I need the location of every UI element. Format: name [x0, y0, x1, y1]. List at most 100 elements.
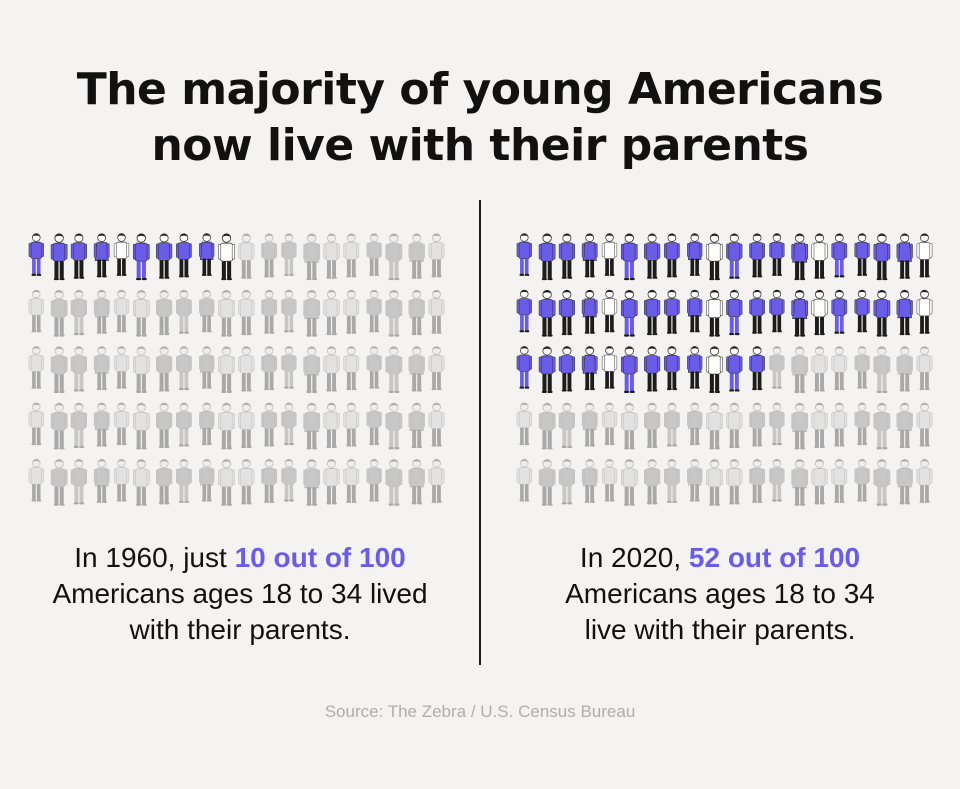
person-icon-highlighted [620, 346, 638, 393]
person-icon-highlighted [538, 289, 556, 337]
person-icon-highlighted [516, 346, 532, 389]
person-icon [199, 289, 215, 333]
person-icon [156, 289, 173, 336]
source-note: Source: The Zebra / U.S. Census Bureau [324, 702, 636, 721]
person-icon-highlighted [726, 233, 743, 279]
person-icon [261, 289, 277, 334]
person-icon [811, 458, 828, 505]
person-icon-highlighted [916, 233, 933, 278]
person-icon [408, 289, 425, 336]
person-icon [854, 458, 870, 502]
person-icon [261, 233, 277, 278]
person-icon [113, 402, 130, 446]
person-icon [366, 233, 382, 276]
person-icon [176, 402, 192, 447]
caption-2020-line-2: Americans ages 18 to 34 [565, 578, 875, 609]
person-icon [706, 459, 723, 506]
person-icon [896, 458, 913, 505]
person-icon-highlighted [601, 233, 618, 276]
person-icon [896, 402, 913, 448]
person-icon-highlighted [916, 289, 933, 334]
person-icon-highlighted [769, 289, 785, 333]
person-icon [811, 402, 828, 448]
person-icon-highlighted [831, 289, 848, 334]
person-icon [366, 346, 382, 389]
person-icon [791, 402, 809, 450]
person-icon [93, 458, 110, 503]
vertical-divider [479, 200, 481, 665]
person-icon [281, 458, 297, 502]
person-icon [791, 459, 809, 506]
person-icon [749, 402, 765, 447]
person-icon [896, 346, 913, 392]
person-icon-highlighted [558, 346, 575, 392]
person-icon [303, 402, 321, 450]
person-icon [261, 346, 277, 391]
person-icon-highlighted [581, 233, 598, 278]
person-icon [238, 458, 255, 505]
person-icon [28, 289, 44, 333]
person-icon-highlighted [769, 233, 785, 276]
person-icon [199, 402, 215, 446]
person-icon [385, 233, 403, 281]
person-icon [428, 233, 445, 278]
person-icon [769, 458, 785, 502]
people-grid-2020 [516, 233, 933, 506]
person-icon [385, 289, 403, 337]
person-icon-highlighted [601, 346, 618, 389]
person-icon [831, 402, 848, 447]
person-icon [176, 289, 192, 334]
person-icon [916, 458, 933, 503]
person-icon [366, 289, 382, 333]
person-icon-highlighted [132, 233, 150, 281]
person-icon [281, 346, 297, 389]
person-icon [238, 233, 255, 279]
person-icon [238, 402, 255, 448]
person-icon-highlighted [218, 233, 235, 281]
person-icon-highlighted [831, 233, 848, 278]
person-icon [113, 458, 130, 502]
page-title: The majority of young Americans now live… [0, 62, 960, 174]
person-icon-highlighted [706, 346, 723, 393]
person-icon [238, 289, 255, 336]
person-icon-highlighted [687, 289, 703, 333]
person-icon-highlighted [687, 346, 703, 389]
person-icon [238, 346, 255, 392]
person-icon [323, 346, 340, 392]
person-icon [873, 459, 891, 506]
person-icon-highlighted [558, 233, 575, 279]
person-icon-highlighted [791, 233, 809, 281]
caption-2020-line-3: live with their parents. [584, 614, 856, 645]
person-icon [28, 402, 44, 446]
person-icon-highlighted [620, 289, 638, 337]
person-icon-highlighted [854, 289, 870, 333]
person-icon [281, 289, 297, 333]
person-icon [343, 289, 360, 334]
person-icon [408, 346, 425, 392]
person-icon [176, 346, 192, 391]
person-icon [620, 402, 638, 450]
person-icon [113, 289, 130, 333]
person-icon [156, 346, 173, 392]
person-icon-highlighted [620, 233, 638, 281]
person-icon [93, 402, 110, 447]
person-icon-highlighted [749, 233, 765, 278]
person-icon [218, 289, 235, 337]
person-icon [538, 459, 556, 506]
person-icon [726, 458, 743, 505]
person-icon [70, 458, 87, 505]
person-icon [70, 346, 87, 392]
person-icon-highlighted [581, 346, 598, 391]
person-icon-highlighted [644, 233, 661, 279]
person-icon [132, 346, 150, 393]
person-icon [323, 289, 340, 336]
person-icon-highlighted [749, 289, 765, 334]
person-icon-highlighted [538, 233, 556, 281]
person-icon-highlighted [199, 233, 215, 276]
person-icon [385, 459, 403, 506]
person-icon-highlighted [516, 233, 532, 276]
person-icon [303, 289, 321, 337]
person-icon [343, 402, 360, 447]
person-icon [687, 402, 703, 446]
person-icon-highlighted [93, 233, 110, 278]
